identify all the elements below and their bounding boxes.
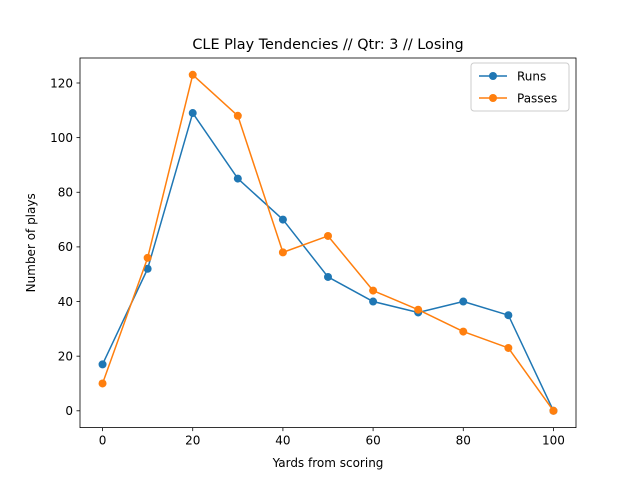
x-tick-label: 60 [365,434,380,448]
plot-frame [79,57,577,429]
runs-point [278,215,287,224]
runs-legend-label: Runs [517,69,546,83]
passes-point [98,379,107,388]
passes-point [143,253,152,262]
y-tick-label: 60 [58,240,73,254]
runs-point [98,360,107,369]
passes-point [504,343,513,352]
chart-title: CLE Play Tendencies // Qtr: 3 // Losing [192,37,463,53]
passes-point [188,70,197,79]
y-tick-label: 40 [58,295,73,309]
passes-point [324,231,332,240]
passes-point [549,406,558,415]
x-tick-label: 0 [99,434,107,448]
passes-legend-label: Passes [517,91,557,105]
x-axis-label: Yards from scoring [272,456,384,470]
runs-point [188,109,197,118]
passes-point [459,327,468,336]
series-layer [98,70,558,415]
axis-ticks: 0 20 40 60 80 100 0 20 40 60 80 100 120 [50,76,565,447]
y-tick-label: 0 [65,404,73,418]
x-tick-label: 40 [275,434,290,448]
passes-point [414,305,423,314]
y-axis-label: Number of plays [24,193,38,292]
x-tick-label: 100 [542,434,565,448]
y-tick-label: 120 [50,76,73,90]
passes-point [369,286,378,295]
runs-point [233,174,242,183]
passes-point [278,248,287,257]
passes-point [233,111,242,120]
runs-point [143,264,152,273]
runs-point [369,297,378,306]
runs-point [459,297,468,306]
runs-legend-marker [489,72,497,80]
passes-legend-marker [489,94,497,102]
y-tick-label: 20 [58,349,73,363]
x-tick-label: 80 [456,434,471,448]
x-tick-label: 20 [185,434,200,448]
y-tick-label: 80 [58,186,73,200]
runs-point [324,272,332,281]
runs-point [504,311,513,320]
y-tick-label: 100 [50,131,73,145]
legend: Runs Passes [470,62,570,112]
